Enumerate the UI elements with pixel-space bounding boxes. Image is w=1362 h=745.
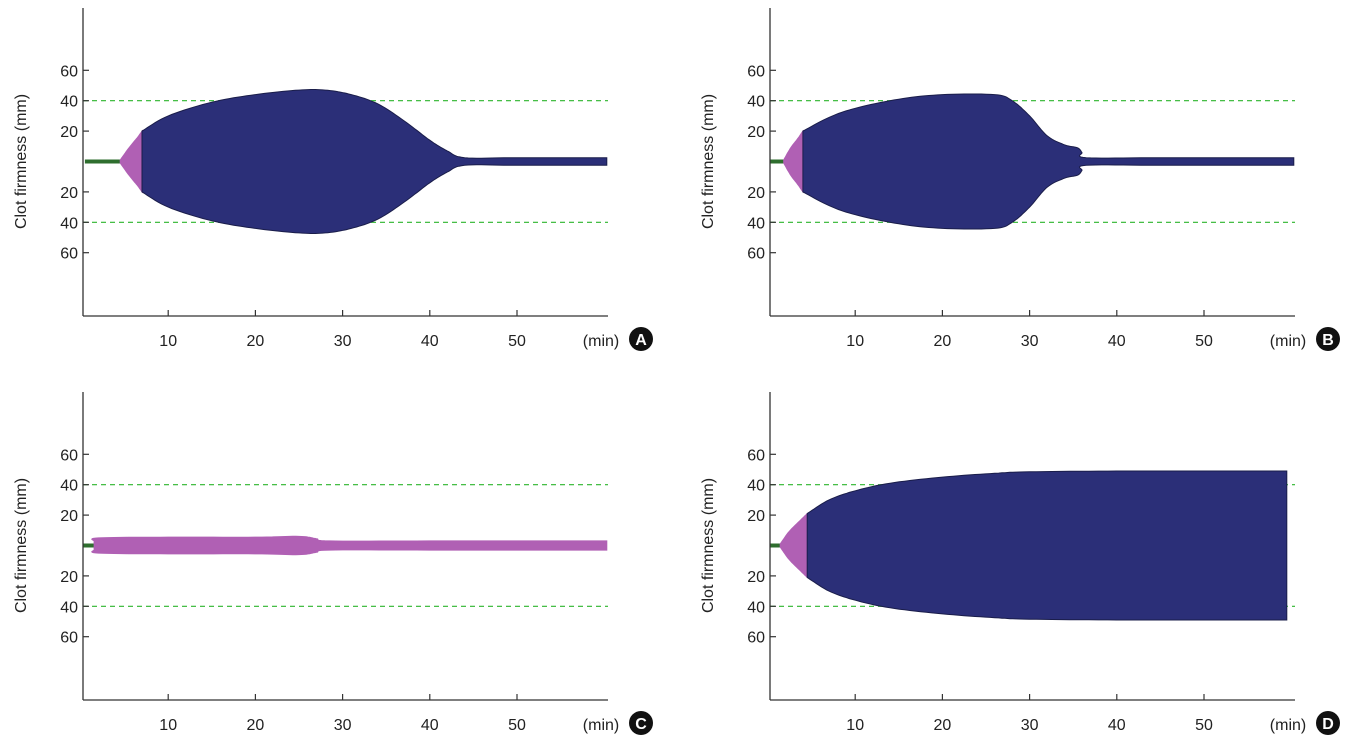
coagulation-time-trace	[770, 159, 785, 164]
y-tick-label: 20	[747, 124, 765, 141]
y-tick-label: 20	[747, 185, 765, 202]
clot-formation-trace	[779, 512, 808, 579]
panel-b: 10 20 30 40 50 60 40 20 20 40 60 Clot firmness (mm)…	[700, 8, 1340, 351]
x-tick-label: 20	[247, 717, 265, 734]
y-tick-label: 20	[747, 569, 765, 586]
x-tick-label: 30	[1021, 333, 1039, 350]
x-tick-label: 40	[421, 717, 439, 734]
x-tick-label: 40	[1108, 333, 1126, 350]
x-tick-label: 10	[846, 333, 864, 350]
y-tick-label: 60	[60, 63, 78, 80]
y-tick-label: 20	[60, 185, 78, 202]
y-tick-label: 40	[747, 599, 765, 616]
x-tick-label: 50	[1195, 717, 1213, 734]
x-unit-label: (min)	[583, 333, 619, 350]
y-tick-label: 60	[747, 447, 765, 464]
panel-badge	[629, 711, 653, 735]
coagulation-time-trace	[83, 543, 95, 548]
y-tick-label: 60	[747, 630, 765, 647]
x-tick-label: 30	[1021, 717, 1039, 734]
coagulation-time-trace	[84, 159, 121, 164]
y-tick-label: 40	[747, 215, 765, 232]
y-tick-label: 40	[747, 478, 765, 495]
y-tick-label: 40	[60, 94, 78, 111]
y-tick-label: 60	[747, 63, 765, 80]
coagulation-time-trace	[770, 543, 781, 548]
y-tick-label: 20	[60, 124, 78, 141]
x-tick-label: 20	[247, 333, 265, 350]
panel-a: 10 20 30 40 50 60 40 20 20 40 60 Clot firmness (mm)…	[13, 8, 653, 351]
y-tick-label: 40	[747, 94, 765, 111]
clot-firmness-trace	[806, 470, 1288, 621]
panel-label: C	[635, 716, 647, 733]
x-unit-label: (min)	[583, 717, 619, 734]
x-tick-label: 40	[1108, 717, 1126, 734]
y-axis-label: Clot firmness (mm)	[13, 94, 30, 229]
y-tick-label: 60	[60, 447, 78, 464]
clot-formation-trace	[119, 129, 143, 194]
x-tick-label: 10	[159, 717, 177, 734]
clot-firmness-trace	[802, 93, 1295, 230]
clot-formation-trace	[783, 129, 804, 194]
y-tick-label: 60	[60, 246, 78, 263]
x-tick-label: 10	[846, 717, 864, 734]
x-tick-label: 40	[421, 333, 439, 350]
panel-c: 10 20 30 40 50 60 40 20 20 40 60 Clot firmness (mm)…	[13, 392, 653, 735]
y-tick-label: 40	[60, 599, 78, 616]
panel-badge	[629, 327, 653, 351]
y-tick-label: 40	[60, 215, 78, 232]
clot-formation-trace	[91, 535, 608, 556]
x-unit-label: (min)	[1270, 717, 1306, 734]
x-tick-label: 50	[508, 333, 526, 350]
panel-badge	[1316, 327, 1340, 351]
panel-label: B	[1322, 332, 1334, 349]
panel-label: D	[1322, 716, 1334, 733]
x-tick-label: 50	[1195, 333, 1213, 350]
y-axis-label: Clot firmness (mm)	[700, 94, 717, 229]
y-tick-label: 40	[60, 478, 78, 495]
clot-firmness-trace	[141, 89, 608, 234]
x-tick-label: 30	[334, 717, 352, 734]
x-tick-label: 50	[508, 717, 526, 734]
panel-badge	[1316, 711, 1340, 735]
panel-d: 10 20 30 40 50 60 40 20 20 40 60 Clot firmness (mm)…	[700, 392, 1340, 735]
panel-label: A	[635, 332, 647, 349]
y-axis-label: Clot firmness (mm)	[700, 478, 717, 613]
y-tick-label: 20	[60, 508, 78, 525]
x-tick-label: 20	[934, 717, 952, 734]
x-tick-label: 20	[934, 333, 952, 350]
y-tick-label: 20	[747, 508, 765, 525]
x-tick-label: 10	[159, 333, 177, 350]
x-unit-label: (min)	[1270, 333, 1306, 350]
y-tick-label: 60	[60, 630, 78, 647]
y-axis-label: Clot firmness (mm)	[13, 478, 30, 613]
y-tick-label: 20	[60, 569, 78, 586]
y-tick-label: 60	[747, 246, 765, 263]
x-tick-label: 30	[334, 333, 352, 350]
